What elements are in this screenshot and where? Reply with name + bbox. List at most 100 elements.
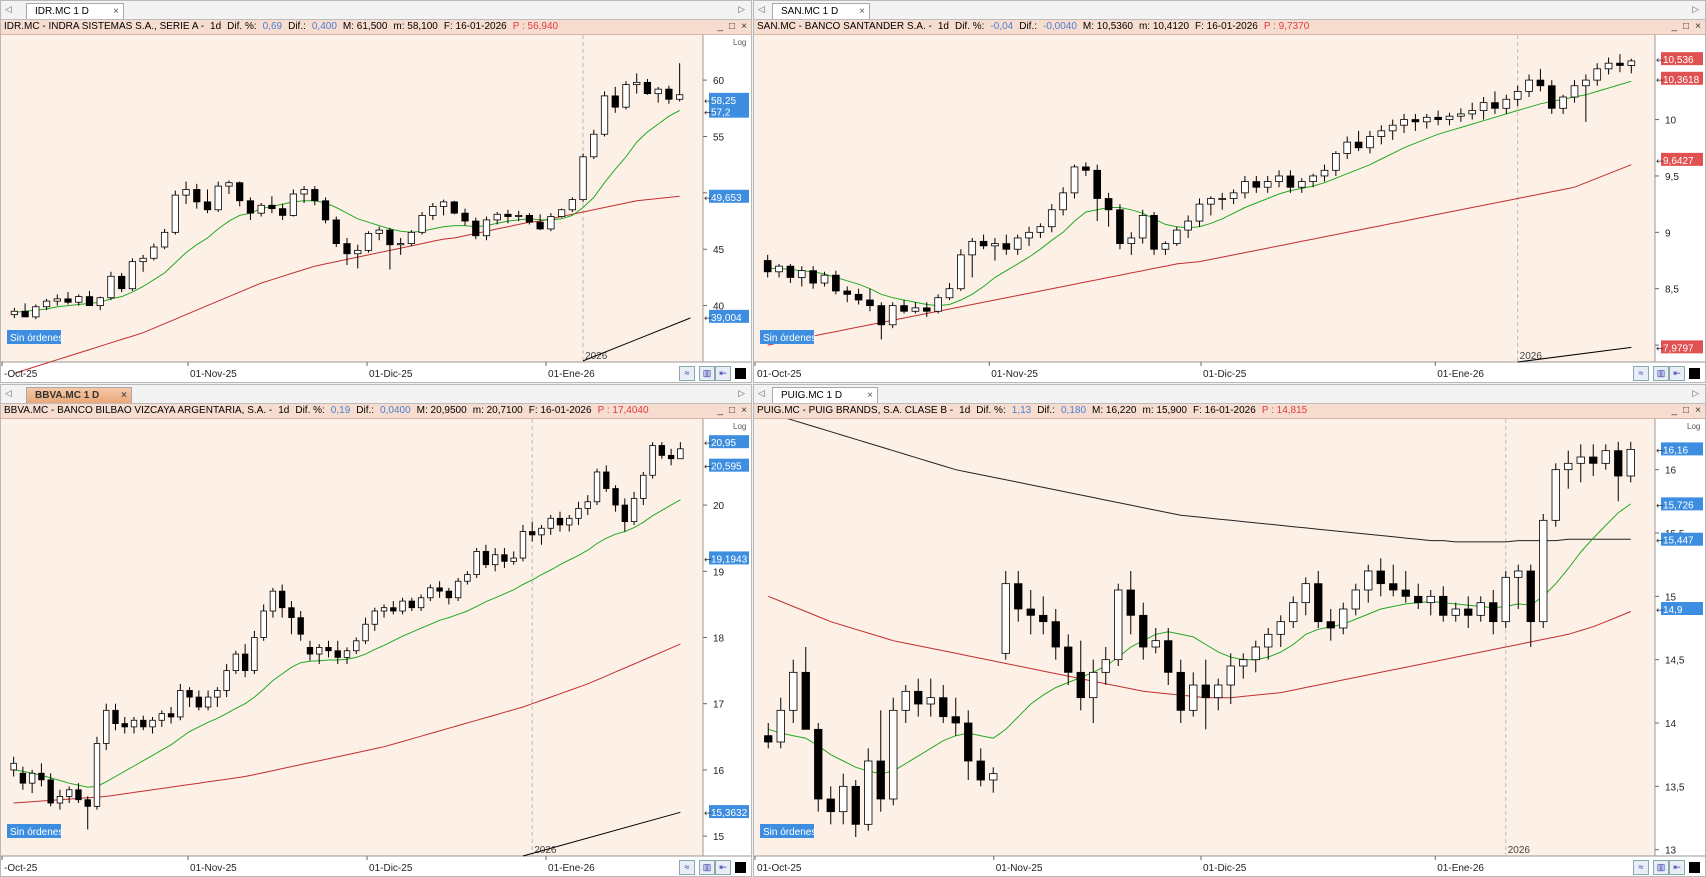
candle-body [408, 600, 415, 609]
candle [1627, 58, 1636, 74]
maximize-icon[interactable]: □ [728, 405, 735, 416]
candle-body [797, 270, 806, 278]
scroll-right-icon[interactable]: ▷ [1692, 4, 1699, 14]
scroll-left-icon[interactable]: ◁ [5, 4, 12, 14]
save-icon[interactable]: ▥ [1653, 366, 1669, 381]
scroll-left-icon[interactable]: ◁ [758, 388, 765, 398]
save-icon[interactable]: ▥ [699, 366, 715, 381]
pin-icon[interactable]: ⇤ [1669, 860, 1685, 875]
close-tab-icon[interactable]: × [859, 6, 865, 17]
tab-san[interactable]: SAN.MC 1 D × [772, 3, 870, 19]
pin-icon[interactable]: ⇤ [715, 366, 731, 381]
minimize-icon[interactable]: _ [717, 405, 723, 416]
price-tag: 15,447← [1656, 532, 1703, 547]
log-scale-toggle[interactable]: Log [1687, 422, 1700, 431]
close-icon[interactable]: × [1695, 21, 1701, 32]
candle [1320, 164, 1329, 182]
indicator-icon[interactable]: ≈ [679, 366, 695, 381]
candle-body [241, 653, 249, 672]
year-label: 2026 [1508, 845, 1531, 856]
close-icon[interactable]: × [741, 405, 747, 416]
candle-body [1388, 124, 1397, 132]
candle [203, 189, 212, 214]
candle-body [611, 95, 619, 108]
scroll-right-icon[interactable]: ▷ [738, 4, 745, 14]
scroll-left-icon[interactable]: ◁ [5, 388, 12, 398]
color-square-icon[interactable] [1689, 368, 1700, 379]
candle [640, 471, 647, 506]
save-icon[interactable]: ▥ [1653, 860, 1669, 875]
candle [1036, 223, 1045, 238]
close-tab-icon[interactable]: × [121, 390, 127, 401]
candle-body [223, 670, 230, 691]
candle-body [764, 735, 773, 743]
candle-body [776, 709, 785, 743]
minimize-icon[interactable]: _ [1671, 21, 1677, 32]
maximize-icon[interactable]: □ [1682, 405, 1689, 416]
close-icon[interactable]: × [741, 21, 747, 32]
candle-body [1001, 583, 1010, 654]
scroll-right-icon[interactable]: ▷ [738, 388, 745, 398]
color-square-icon[interactable] [735, 862, 746, 873]
candle-body [1479, 102, 1488, 111]
trend-line [1517, 346, 1632, 363]
close-icon[interactable]: × [1695, 405, 1701, 416]
candle-body [66, 789, 73, 797]
sin-ordenes-badge[interactable]: Sin órdenes [760, 330, 816, 344]
tab-bbva[interactable]: BBVA.MC 1 D × [26, 387, 132, 403]
info-date: F: 16-01-2026 [528, 405, 592, 416]
sin-ordenes-badge[interactable]: Sin órdenes [760, 824, 816, 838]
price-tag-arrow-icon: ← [704, 97, 712, 107]
scroll-left-icon[interactable]: ◁ [758, 4, 765, 14]
scroll-right-icon[interactable]: ▷ [1692, 388, 1699, 398]
candle [519, 524, 527, 562]
candle [876, 710, 885, 812]
candle [1176, 659, 1185, 723]
close-tab-icon[interactable]: × [867, 390, 873, 401]
sma-xlong-line [787, 419, 1631, 543]
tab-bar: ◁ ▷ IDR.MC 1 D × [1, 1, 751, 20]
color-square-icon[interactable] [735, 368, 746, 379]
candle-body [1320, 169, 1329, 177]
candle [439, 199, 448, 216]
candle-body [1426, 595, 1435, 604]
indicator-icon[interactable]: ≈ [1633, 860, 1649, 875]
info-dif-pct: 0,69 [262, 21, 283, 32]
candle [926, 678, 935, 717]
log-scale-toggle[interactable]: Log [733, 38, 746, 47]
minimize-icon[interactable]: _ [1671, 405, 1677, 416]
minimize-icon[interactable]: _ [717, 21, 723, 32]
candle-body [612, 488, 619, 506]
candle [1002, 234, 1011, 255]
candle [390, 601, 397, 615]
candle-body [1176, 671, 1185, 711]
y-axis-area [703, 419, 751, 856]
info-dif-label: Dif.: [1019, 21, 1037, 32]
sin-ordenes-badge[interactable]: Sin órdenes [7, 330, 63, 344]
log-scale-toggle[interactable]: Log [733, 422, 746, 431]
candle [501, 548, 508, 568]
candle-body [75, 789, 82, 801]
save-icon[interactable]: ▥ [699, 860, 715, 875]
tab-puig[interactable]: PUIG.MC 1 D × [772, 387, 878, 403]
close-tab-icon[interactable]: × [113, 6, 119, 17]
candle-body [1195, 203, 1204, 222]
candle [354, 244, 362, 269]
info-dif-label: Dif.: [356, 405, 375, 416]
tab-idr[interactable]: IDR.MC 1 D × [26, 3, 124, 19]
y-tick-label: 20 [713, 501, 725, 512]
candle-body [182, 189, 190, 196]
candle-body [464, 574, 471, 582]
color-square-icon[interactable] [1689, 862, 1700, 873]
candle [461, 208, 469, 226]
candle [1252, 175, 1261, 193]
pin-icon[interactable]: ⇤ [715, 860, 731, 875]
pin-icon[interactable]: ⇤ [1669, 366, 1685, 381]
maximize-icon[interactable]: □ [1682, 21, 1689, 32]
candle-body [1025, 231, 1033, 239]
maximize-icon[interactable]: □ [728, 21, 735, 32]
info-dif: 0,400 [311, 21, 337, 32]
indicator-icon[interactable]: ≈ [1633, 366, 1649, 381]
indicator-icon[interactable]: ≈ [679, 860, 695, 875]
sin-ordenes-badge[interactable]: Sin órdenes [7, 824, 63, 838]
